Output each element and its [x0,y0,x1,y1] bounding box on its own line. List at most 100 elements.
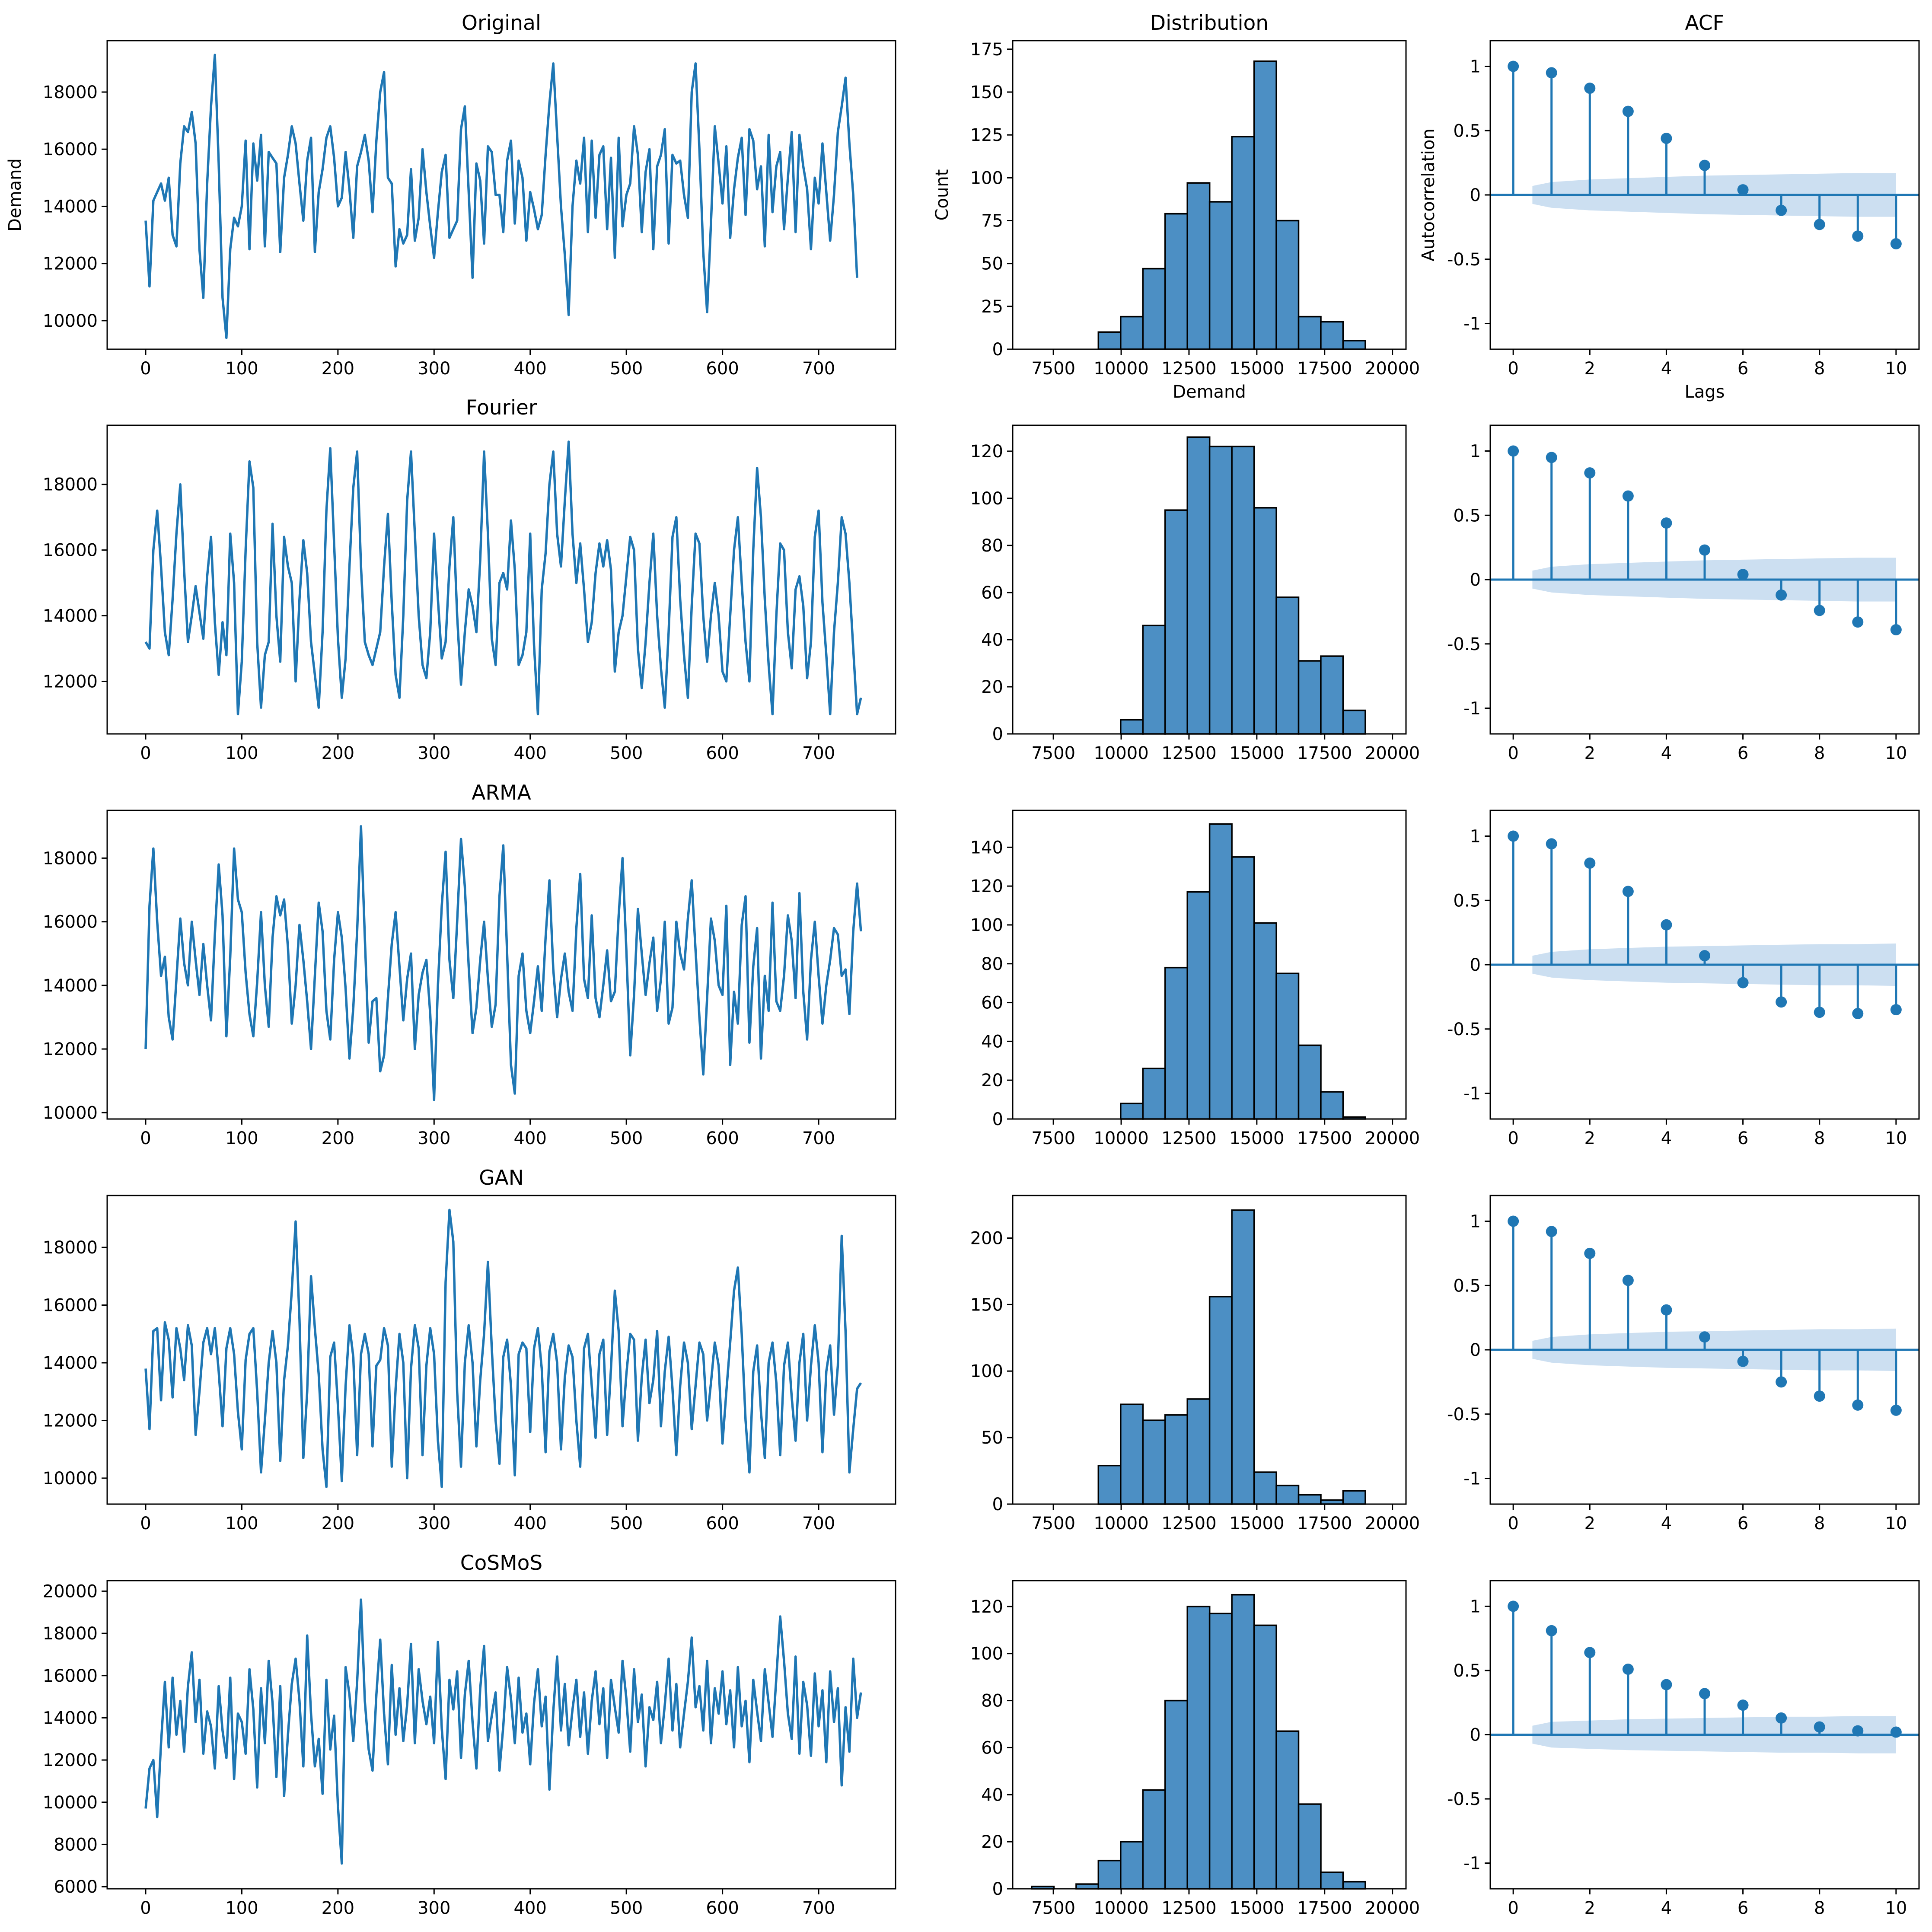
acf-point [1661,517,1672,529]
acf-point [1890,1404,1902,1416]
y-tick-label: 125 [970,125,1003,145]
histogram-bar [1186,1606,1211,1890]
histogram-bar [1075,1883,1100,1890]
histogram-bar [1231,1209,1255,1505]
histogram-bar [1298,316,1322,350]
x-tick-label: 200 [322,1898,354,1918]
histogram-bar [1142,1068,1166,1120]
x-tick-label: 700 [802,1129,835,1148]
y-tick-label: 100 [970,915,1003,935]
x-tick-label: 400 [514,743,547,763]
x-tick-label: 0 [1508,1898,1518,1918]
y-tick-label: 14000 [43,197,98,217]
subplot-1-1: 7500 10000 12500 15000 17500 20000 0 20 40 60 80 10… [970,424,1420,763]
y-tick-label: 0 [1470,955,1481,975]
x-tick-label: 15000 [1229,743,1284,763]
x-tick-label: 500 [610,359,643,379]
x-tick-label: 0 [140,1129,151,1148]
acf-point [1622,490,1634,502]
y-tick-label: -0.5 [1447,1789,1481,1809]
histogram-bar [1120,1841,1144,1890]
series-line [144,825,862,1101]
acf-point [1546,452,1557,463]
x-tick-label: 4 [1661,743,1672,763]
acf-point [1890,1004,1902,1016]
x-tick-label: 6 [1738,1514,1748,1533]
x-tick-label: 0 [1508,743,1518,763]
y-tick-label: 12000 [43,254,98,274]
x-tick-label: 6 [1738,1898,1748,1918]
y-tick-label: -0.5 [1447,634,1481,654]
acf-point [1699,159,1710,171]
acf-point [1699,950,1710,962]
subplot-title: Original [462,11,541,35]
y-tick-label: 6000 [54,1877,98,1897]
histogram-bar [1186,1398,1211,1505]
acf-point [1546,1625,1557,1636]
x-tick-label: 100 [225,1129,258,1148]
x-tick-label: 600 [706,1129,739,1148]
x-tick-label: 2 [1584,1898,1595,1918]
histogram-bar [1164,213,1188,350]
y-tick-label: 100 [970,168,1003,188]
histogram-bar [1208,823,1233,1120]
y-tick-label: 0 [992,724,1003,744]
histogram-bar [1097,331,1122,350]
acf-point [1776,1712,1787,1724]
acf-point [1890,624,1902,636]
y-axis-label: Demand [5,158,25,232]
x-tick-label: 200 [322,1514,354,1533]
x-tick-label: 600 [706,359,739,379]
y-tick-label: 1 [1470,827,1481,847]
subplot-0-2: 0 2 4 6 8 10 -1 -0.5 0 0.5 1 ACF Lags Autocorrelation [1419,11,1920,402]
y-tick-label: 12000 [43,1750,98,1770]
histogram-bar [1320,1871,1344,1890]
x-tick-label: 15000 [1229,1129,1284,1148]
y-tick-label: 100 [970,1361,1003,1381]
y-tick-label: 14000 [43,606,98,626]
x-tick-label: 8 [1814,1129,1825,1148]
histogram-bar [1120,316,1144,350]
y-tick-label: 0 [992,340,1003,360]
y-tick-label: 120 [970,442,1003,462]
series-line [144,440,862,716]
x-tick-label: 10 [1885,359,1907,379]
histogram-bar [1186,436,1211,735]
y-tick-label: 25 [981,297,1003,317]
x-tick-label: 0 [140,1514,151,1533]
x-tick-label: 0 [140,1898,151,1918]
x-tick-label: 2 [1584,359,1595,379]
x-tick-label: 600 [706,743,739,763]
y-tick-label: 0.5 [1453,1661,1481,1681]
acf-point [1661,133,1672,144]
acf-point [1737,1699,1749,1711]
x-tick-label: 6 [1738,359,1748,379]
y-tick-label: 40 [981,1032,1003,1052]
x-tick-label: 10000 [1094,359,1148,379]
y-tick-label: 80 [981,954,1003,974]
y-tick-label: 20 [981,677,1003,697]
x-tick-label: 20000 [1365,1514,1420,1533]
x-tick-label: 300 [418,1898,450,1918]
y-tick-label: 10000 [43,1793,98,1813]
histogram-bar [1253,922,1277,1120]
y-tick-label: 8000 [54,1835,98,1855]
x-tick-label: 6 [1738,743,1748,763]
acf-point [1584,83,1596,94]
x-tick-label: 10 [1885,1129,1907,1148]
series-line [144,1598,862,1865]
x-tick-label: 12500 [1161,1898,1216,1918]
y-tick-label: 0 [992,1879,1003,1899]
histogram-bar [1275,972,1300,1120]
subplot-4-1: 7500 10000 12500 15000 17500 20000 0 20 40 60 80 10… [970,1580,1420,1918]
subplot-2-0: 0 100 200 300 400 500 600 700 10000 12000 14000 160… [43,781,896,1148]
acf-point [1737,184,1749,196]
y-tick-label: 150 [970,1295,1003,1315]
acf-point [1699,544,1710,556]
subplot-3-2: 0 2 4 6 8 10 -1 -0.5 0 0.5 1 [1447,1195,1920,1533]
histogram-bar [1231,136,1255,350]
acf-point [1661,919,1672,931]
x-tick-label: 10 [1885,743,1907,763]
y-tick-label: 200 [970,1228,1003,1248]
axes-frame [1012,1580,1407,1890]
